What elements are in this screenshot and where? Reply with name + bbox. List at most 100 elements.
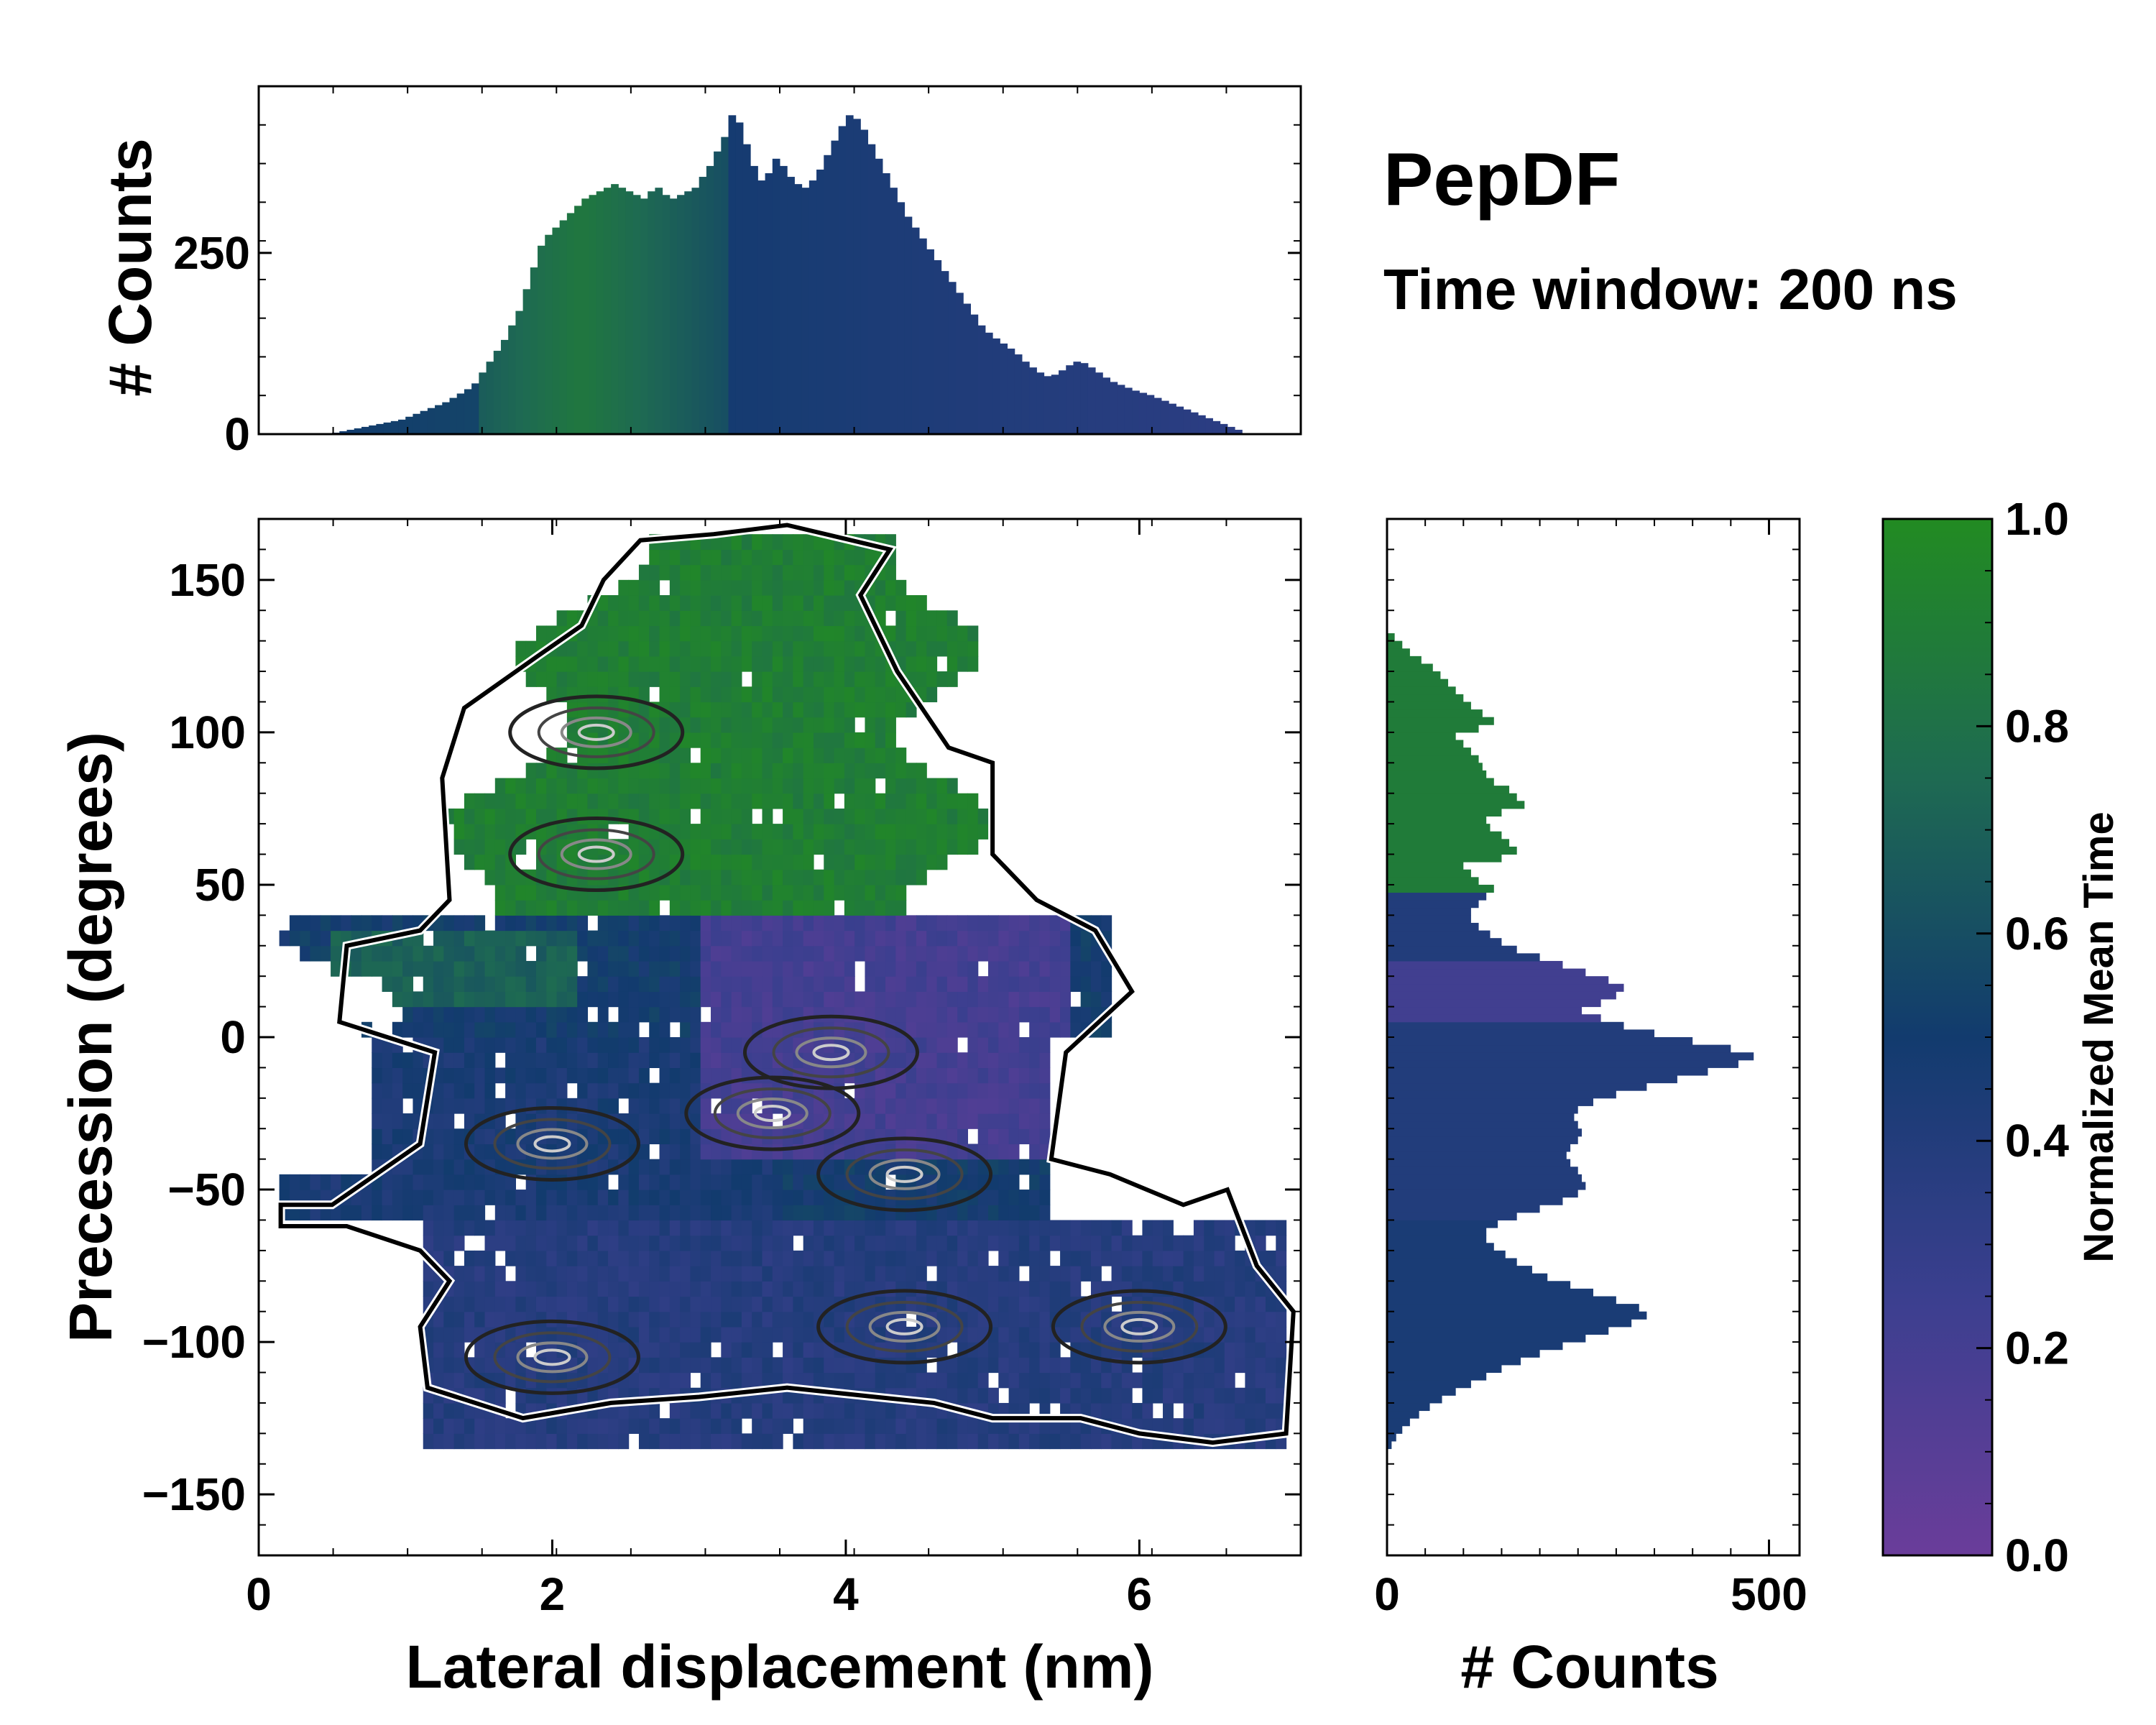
heatmap-cell: [762, 1190, 773, 1205]
top-hist-bar: [625, 191, 634, 434]
heatmap-cell: [875, 763, 886, 779]
heatmap-cell: [875, 854, 886, 870]
heatmap-cell: [587, 1342, 599, 1358]
heatmap-cell: [1070, 1220, 1082, 1236]
heatmap-cell: [783, 732, 793, 748]
heatmap-cell: [310, 930, 321, 947]
heatmap-cell: [741, 808, 752, 824]
heatmap-cell: [854, 763, 866, 779]
density-contour: [577, 723, 615, 741]
density-contour: [845, 1300, 964, 1353]
heatmap-cell: [967, 1098, 979, 1114]
heatmap-cell: [762, 1357, 773, 1374]
heatmap-cell: [1039, 1067, 1051, 1084]
heatmap-cell: [844, 1235, 855, 1251]
heatmap-cell: [813, 808, 824, 824]
heatmap-cell: [577, 656, 589, 672]
heatmap-cell: [618, 930, 630, 947]
heatmap-cell: [659, 564, 671, 581]
heatmap-cell: [638, 763, 650, 779]
top-hist-bar: [875, 158, 883, 435]
heatmap-cell: [1090, 1326, 1102, 1343]
heatmap-cell: [721, 610, 732, 627]
heatmap-cell: [597, 702, 609, 718]
heatmap-cell: [752, 1372, 763, 1389]
heatmap-cell: [906, 778, 917, 794]
heatmap-cell: [546, 1006, 558, 1023]
heatmap-cell: [772, 1311, 783, 1328]
heatmap-cell: [1111, 1220, 1123, 1236]
heatmap-cell: [577, 1082, 589, 1099]
heatmap-cell: [597, 824, 609, 840]
heatmap-cell: [1142, 1266, 1153, 1282]
heatmap-cell: [577, 1205, 589, 1221]
heatmap-cell: [854, 1159, 866, 1175]
heatmap-cell: [577, 1067, 589, 1084]
heatmap-cell: [854, 930, 866, 947]
heatmap-cell: [669, 1067, 681, 1084]
heatmap-cell: [711, 945, 722, 962]
heatmap-cell: [1173, 1372, 1184, 1389]
heatmap-cell: [1101, 1235, 1112, 1251]
heatmap-cell: [484, 1387, 496, 1404]
heatmap-cell: [535, 1220, 547, 1236]
heatmap-cell: [803, 748, 814, 763]
heatmap-cell: [762, 793, 773, 809]
heatmap-cell: [505, 1128, 516, 1145]
heatmap-cell: [834, 824, 845, 840]
heatmap-cell: [895, 1357, 907, 1374]
top-hist-bar: [1198, 415, 1206, 434]
heatmap-cell: [721, 915, 732, 932]
heatmap-cell: [844, 960, 855, 977]
right-hist-bar: [1387, 1174, 1583, 1182]
heatmap-cell: [813, 732, 824, 748]
heatmap-cell: [731, 1357, 742, 1374]
heatmap-cell: [1029, 1113, 1041, 1129]
heatmap-cell: [1039, 1387, 1051, 1404]
heatmap-cell: [587, 1296, 599, 1312]
heatmap-cell: [926, 915, 938, 932]
heatmap-cell: [453, 930, 465, 947]
heatmap-cell: [392, 1052, 403, 1069]
heatmap-cell: [906, 1402, 917, 1419]
heatmap-cell: [628, 976, 640, 992]
heatmap-cell: [1173, 1266, 1184, 1282]
heatmap-cell: [793, 579, 804, 596]
right-hist-bar: [1387, 678, 1449, 687]
heatmap-cell: [392, 1205, 403, 1221]
heatmap-cell: [464, 1190, 475, 1205]
heatmap-cell: [690, 1281, 701, 1297]
heatmap-cell: [423, 1021, 434, 1038]
heatmap-cell: [597, 884, 609, 901]
heatmap-cell: [977, 1082, 989, 1099]
heatmap-cell: [885, 564, 896, 581]
top-hist-bar: [464, 389, 472, 434]
heatmap-cell: [1142, 1220, 1153, 1236]
heatmap-cell: [464, 960, 475, 977]
heatmap-cell: [762, 884, 773, 901]
heatmap-cell: [484, 1281, 496, 1297]
heatmap-cell: [926, 656, 938, 672]
heatmap-cell: [895, 960, 907, 977]
heatmap-cell: [392, 991, 403, 1008]
heatmap-cell: [515, 884, 527, 901]
heatmap-cell: [1029, 991, 1041, 1008]
top-hist-bar: [581, 198, 590, 434]
heatmap-cell: [721, 1052, 732, 1069]
heatmap-cell: [783, 534, 793, 551]
heatmap-cell: [1224, 1296, 1235, 1312]
heatmap-cell: [844, 1266, 855, 1282]
heatmap-cell: [587, 1052, 599, 1069]
heatmap-cell: [721, 763, 732, 779]
heatmap-cell: [680, 1281, 691, 1297]
heatmap-cell: [680, 793, 691, 809]
heatmap-cell: [587, 702, 599, 718]
heatmap-cell: [731, 900, 742, 916]
heatmap-cell: [967, 1067, 979, 1084]
heatmap-cell: [494, 945, 506, 962]
top-hist-bar: [435, 405, 443, 434]
heatmap-cell: [906, 1220, 917, 1236]
heatmap-cell: [731, 869, 742, 886]
heatmap-cell: [525, 1021, 537, 1038]
heatmap-cell: [443, 1220, 455, 1236]
